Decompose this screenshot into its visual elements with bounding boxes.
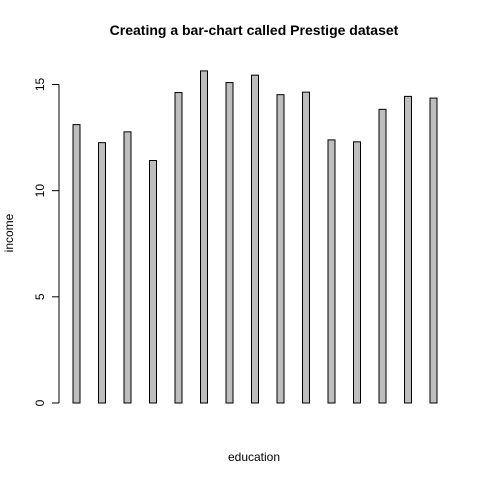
bar-3 (123, 131, 132, 404)
bar-9 (276, 94, 285, 404)
bar-7 (225, 82, 234, 404)
bars (72, 70, 438, 404)
y-axis-label: income (2, 213, 16, 252)
x-axis-label: education (228, 450, 280, 464)
bar-6 (200, 70, 208, 404)
y-tick-label: 10 (33, 184, 47, 198)
y-tick-label: 5 (33, 293, 47, 300)
bar-8 (251, 74, 259, 404)
chart-title: Creating a bar-chart called Prestige dat… (110, 22, 399, 38)
bar-10 (302, 91, 310, 404)
bar-5 (174, 92, 183, 404)
bar-13 (378, 108, 387, 404)
bar-12 (353, 141, 361, 404)
bar-1 (72, 124, 81, 404)
bar-2 (98, 142, 106, 404)
y-axis-ticks: 0 5 10 15 (33, 77, 59, 406)
bar-14 (404, 95, 412, 404)
y-tick-label: 0 (33, 399, 47, 406)
y-tick-label: 15 (33, 77, 47, 91)
bar-4 (149, 160, 157, 404)
bar-15 (429, 97, 438, 404)
bar-11 (327, 139, 336, 404)
